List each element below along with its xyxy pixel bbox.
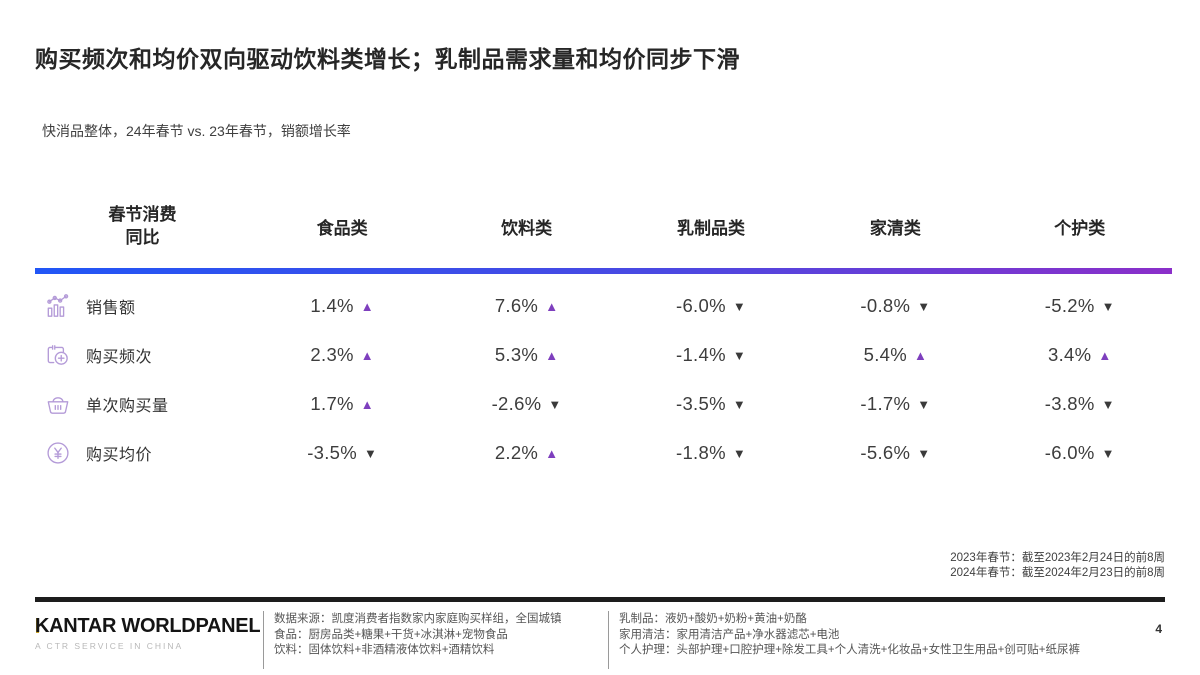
footer-definitions-column: 乳制品：液奶+酸奶+奶粉+黄油+奶酪 家用清洁：家用清洁产品+净水器滤芯+电池 … — [619, 609, 1165, 659]
gradient-divider-bar — [35, 268, 1172, 274]
slide-title: 购买频次和均价双向驱动饮料类增长；乳制品需求量和均价同步下滑 — [35, 46, 740, 72]
trend-arrow-icon: ▼ — [1101, 445, 1115, 461]
corner-header: 春节消费 同比 — [35, 204, 250, 250]
trend-arrow-icon: ▼ — [1101, 396, 1115, 412]
value-cell: 2.2% ▲ — [494, 441, 559, 463]
column-header-homecare: 家清类 — [869, 219, 921, 238]
trend-arrow-icon: ▼ — [732, 396, 746, 412]
footer-vertical-divider — [608, 611, 609, 669]
column-header-food: 食品类 — [316, 219, 368, 238]
period-footnotes: 2023年春节：截至2023年2月24日的前8周 2024年春节：截至2024年… — [950, 551, 1165, 581]
trend-arrow-icon: ▼ — [732, 298, 746, 314]
trend-arrow-icon: ▼ — [364, 445, 378, 461]
table-body: 销售额 1.4% ▲ 7.6% ▲ -6.0% ▼ -0.8% ▼ -5.2% ▼ — [35, 281, 1172, 477]
value-cell: -1.4% ▼ — [675, 343, 746, 365]
beverage-definition-line: 饮料：固体饮料+非酒精液体饮料+酒精饮料 — [274, 644, 495, 656]
value-cell: -0.8% ▼ — [860, 294, 931, 316]
footer-vertical-divider — [263, 611, 264, 669]
table-header-row: 春节消费 同比 食品类 饮料类 乳制品类 家清类 个护类 — [35, 185, 1172, 268]
column-header-dairy: 乳制品类 — [676, 219, 745, 238]
trend-arrow-icon: ▼ — [732, 347, 746, 363]
value-cell: -3.5% ▼ — [675, 392, 746, 414]
table-row: 购买均价 -3.5% ▼ 2.2% ▲ -1.8% ▼ -5.6% ▼ -6.0% ▼ — [35, 428, 1172, 477]
trend-arrow-icon: ▼ — [1101, 298, 1115, 314]
value-cell: -3.5% ▼ — [307, 441, 378, 463]
trend-arrow-icon: ▲ — [1098, 347, 1112, 363]
slide-footer: KANTAR WORLDPANEL A CTR SERVICE IN CHINA… — [35, 609, 1165, 669]
logo-gold-accent — [36, 618, 39, 633]
trend-arrow-icon: ▼ — [732, 445, 746, 461]
table-row: 单次购买量 1.7% ▲ -2.6% ▼ -3.5% ▼ -1.7% ▼ -3.8% ▼ — [35, 379, 1172, 428]
table-row: 销售额 1.4% ▲ 7.6% ▲ -6.0% ▼ -0.8% ▼ -5.2% ▼ — [35, 281, 1172, 330]
table-row: 购买频次 2.3% ▲ 5.3% ▲ -1.4% ▼ 5.4% ▲ 3.4% ▲ — [35, 330, 1172, 379]
column-header-beverage: 饮料类 — [501, 219, 553, 238]
trend-arrow-icon: ▼ — [917, 445, 931, 461]
row-label: 销售额 — [86, 299, 136, 317]
value-cell: 2.3% ▲ — [310, 343, 374, 365]
trend-arrow-icon: ▼ — [917, 396, 931, 412]
slide-subtitle: 快消品整体，24年春节 vs. 23年春节，销额增长率 — [42, 123, 351, 139]
column-header-personalcare: 个护类 — [1054, 219, 1106, 238]
value-cell: 5.3% ▲ — [494, 343, 559, 365]
personalcare-definition-line: 个人护理：头部护理+口腔护理+除发工具+个人清洗+化妆品+女性卫生用品+创可贴+… — [619, 644, 1081, 656]
food-definition-line: 食品：厨房品类+糖果+干货+冰淇淋+宠物食品 — [274, 628, 508, 641]
value-cell: -2.6% ▼ — [491, 392, 562, 414]
trend-arrow-icon: ▼ — [548, 396, 562, 412]
value-cell: -5.6% ▼ — [860, 441, 931, 463]
value-cell: -6.0% ▼ — [675, 294, 746, 316]
logo-wordmark: KANTAR WORLDPANEL — [35, 615, 261, 637]
logo-tagline: A CTR SERVICE IN CHINA — [35, 641, 184, 651]
trend-arrow-icon: ▲ — [545, 298, 559, 314]
page-number: 4 — [1155, 622, 1162, 636]
metrics-table: 春节消费 同比 食品类 饮料类 乳制品类 家清类 个护类 — [35, 185, 1172, 477]
homecare-definition-line: 家用清洁：家用清洁产品+净水器滤芯+电池 — [619, 628, 840, 641]
purchase-frequency-icon — [43, 340, 73, 370]
trend-arrow-icon: ▲ — [360, 396, 374, 412]
row-label: 购买频次 — [86, 348, 153, 366]
footnote-2023: 2023年春节：截至2023年2月24日的前8周 — [950, 552, 1165, 564]
value-cell: 7.6% ▲ — [494, 294, 559, 316]
value-cell: 1.7% ▲ — [310, 392, 374, 414]
trend-arrow-icon: ▲ — [360, 298, 374, 314]
footer-divider-bar — [35, 597, 1165, 602]
sales-chart-icon — [43, 291, 73, 321]
dairy-definition-line: 乳制品：液奶+酸奶+奶粉+黄油+奶酪 — [619, 613, 807, 625]
basket-icon — [43, 389, 73, 419]
footer-source-column: 数据来源：凯度消费者指数家内家庭购买样组，全国城镇 食品：厨房品类+糖果+干货+… — [274, 609, 608, 659]
row-label: 单次购买量 — [86, 397, 169, 415]
value-cell: -6.0% ▼ — [1044, 441, 1115, 463]
footnote-2024: 2024年春节：截至2024年2月23日的前8周 — [950, 567, 1165, 579]
trend-arrow-icon: ▲ — [913, 347, 928, 363]
price-icon — [43, 438, 73, 468]
value-cell: 1.4% ▲ — [310, 294, 374, 316]
value-cell: -3.8% ▼ — [1044, 392, 1115, 414]
trend-arrow-icon: ▲ — [360, 347, 374, 363]
trend-arrow-icon: ▲ — [545, 347, 559, 363]
kantar-logo: KANTAR WORLDPANEL A CTR SERVICE IN CHINA — [35, 609, 263, 651]
data-source-line: 数据来源：凯度消费者指数家内家庭购买样组，全国城镇 — [274, 613, 562, 625]
value-cell: -1.8% ▼ — [675, 441, 746, 463]
value-cell: -1.7% ▼ — [860, 392, 931, 414]
trend-arrow-icon: ▼ — [917, 298, 931, 314]
row-label: 购买均价 — [86, 446, 153, 464]
corner-header-line2: 同比 — [125, 227, 160, 247]
value-cell: -5.2% ▼ — [1044, 294, 1115, 316]
value-cell: 3.4% ▲ — [1048, 343, 1112, 365]
trend-arrow-icon: ▲ — [545, 445, 559, 461]
corner-header-line1: 春节消费 — [108, 204, 177, 224]
value-cell: 5.4% ▲ — [863, 343, 928, 365]
